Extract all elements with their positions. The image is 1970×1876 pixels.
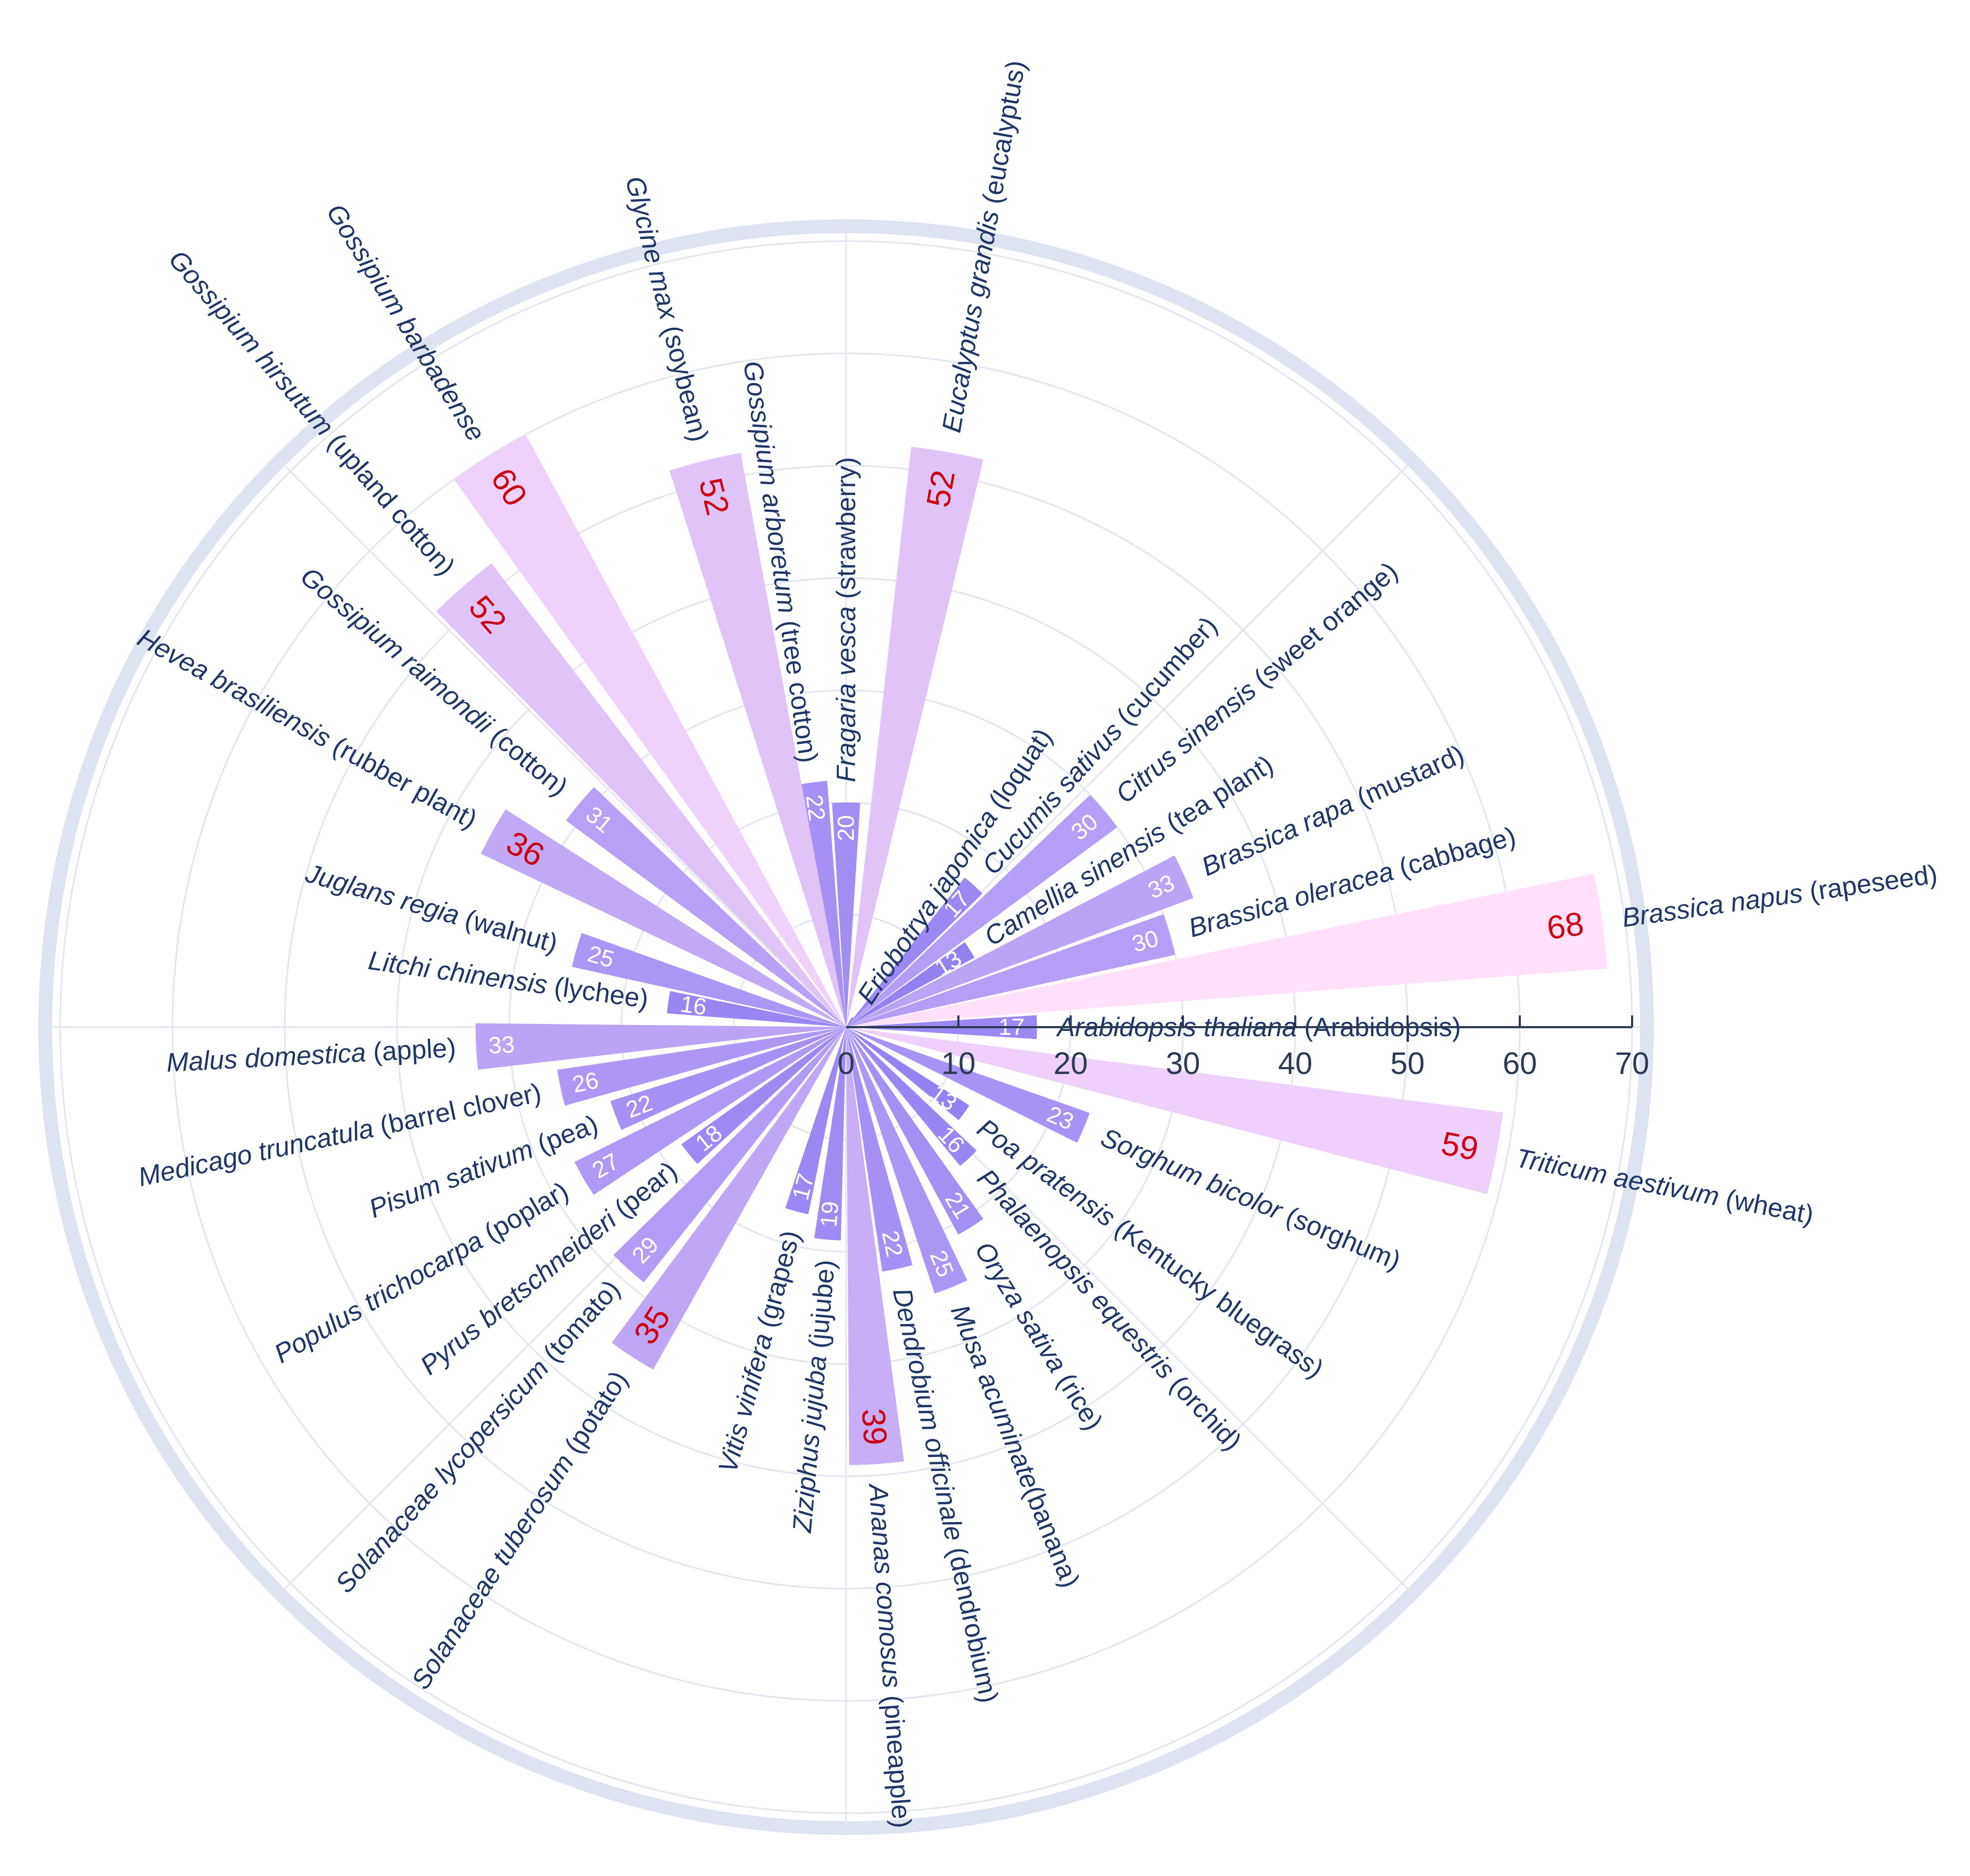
bar-27 <box>846 1027 904 1465</box>
bar-32 <box>846 1027 970 1120</box>
bar-2 <box>846 914 1176 1027</box>
species-label-25: Vitis vinifera (grapes) <box>713 1227 806 1476</box>
species-label-9: Fragaria vesca (strawberry) <box>831 457 861 782</box>
bar-5 <box>846 795 1118 1027</box>
bar-17 <box>667 991 846 1027</box>
bar-6 <box>846 877 983 1027</box>
bar-23 <box>613 1027 846 1283</box>
axis-tick-label: 70 <box>1615 1046 1650 1081</box>
bar-value-34: 59 <box>1438 1125 1481 1168</box>
bar-8 <box>846 447 983 1027</box>
bar-25 <box>785 1027 846 1214</box>
species-label-18: Malus domestica (apple) <box>165 1032 457 1077</box>
bar-value-17: 16 <box>679 991 708 1020</box>
species-label-13: Gossipium hirsutum (upland cotton) <box>163 244 461 581</box>
bar-value-28: 22 <box>876 1228 907 1259</box>
species-label-27: Ananas comosus (pineapple) <box>863 1482 917 1829</box>
species-label-34: Triticum aestivum (wheat) <box>1513 1143 1816 1229</box>
bar-value-18: 33 <box>488 1031 515 1059</box>
species-label-11: Glycine max (soybean) <box>620 173 715 445</box>
bar-33 <box>846 1027 1090 1143</box>
bar-value-27: 39 <box>855 1407 894 1447</box>
bar-value-11: 52 <box>692 474 736 519</box>
axis-tick-label: 0 <box>838 1046 855 1081</box>
bar-22 <box>681 1027 846 1164</box>
bar-15 <box>481 809 846 1027</box>
bar-4 <box>846 942 975 1027</box>
bar-21 <box>574 1027 846 1195</box>
axis-tick-label: 50 <box>1390 1046 1425 1081</box>
bar-value-8: 52 <box>920 467 962 510</box>
bar-14 <box>566 787 846 1027</box>
bar-1 <box>846 873 1608 1027</box>
bar-11 <box>669 452 846 1027</box>
bar-value-10: 22 <box>800 793 830 822</box>
bar-value-26: 19 <box>816 1200 844 1228</box>
axis-tick-label: 30 <box>1166 1046 1201 1081</box>
bar-30 <box>846 1027 983 1235</box>
bar-3 <box>846 855 1194 1027</box>
axis-tick-label: 40 <box>1278 1046 1313 1081</box>
species-label-15: Hevea brasiliensis (rubber plant) <box>133 623 482 834</box>
axis-tick-label: 10 <box>941 1046 976 1081</box>
bar-7 <box>846 1017 853 1027</box>
bar-value-1: 68 <box>1545 905 1586 947</box>
bar-9 <box>832 802 860 1027</box>
bar-18 <box>475 1023 846 1070</box>
bar-29 <box>846 1027 967 1294</box>
bar-20 <box>610 1027 846 1130</box>
bar-19 <box>557 1027 846 1106</box>
bar-value-19: 26 <box>570 1067 601 1098</box>
axis-tick-label: 20 <box>1054 1046 1088 1081</box>
bar-16 <box>572 933 846 1027</box>
bar-value-9: 20 <box>833 815 859 841</box>
radial-axis: 0 10 20 30 40 50 60 70 <box>838 1015 1649 1081</box>
bar-layer <box>436 434 1608 1465</box>
bar-12 <box>454 434 846 1027</box>
bar-24 <box>611 1027 846 1370</box>
bar-34 <box>846 1027 1503 1194</box>
grid-spoke <box>279 460 847 1028</box>
species-label-1: Brassica napus (rapeseed) <box>1620 859 1940 933</box>
bar-31 <box>846 1027 977 1166</box>
bar-28 <box>846 1027 913 1272</box>
bar-26 <box>814 1027 846 1241</box>
axis-tick-label: 60 <box>1503 1046 1537 1081</box>
species-label-26: Ziziphus jujuba (jujube) <box>787 1259 841 1534</box>
bar-13 <box>436 563 846 1027</box>
